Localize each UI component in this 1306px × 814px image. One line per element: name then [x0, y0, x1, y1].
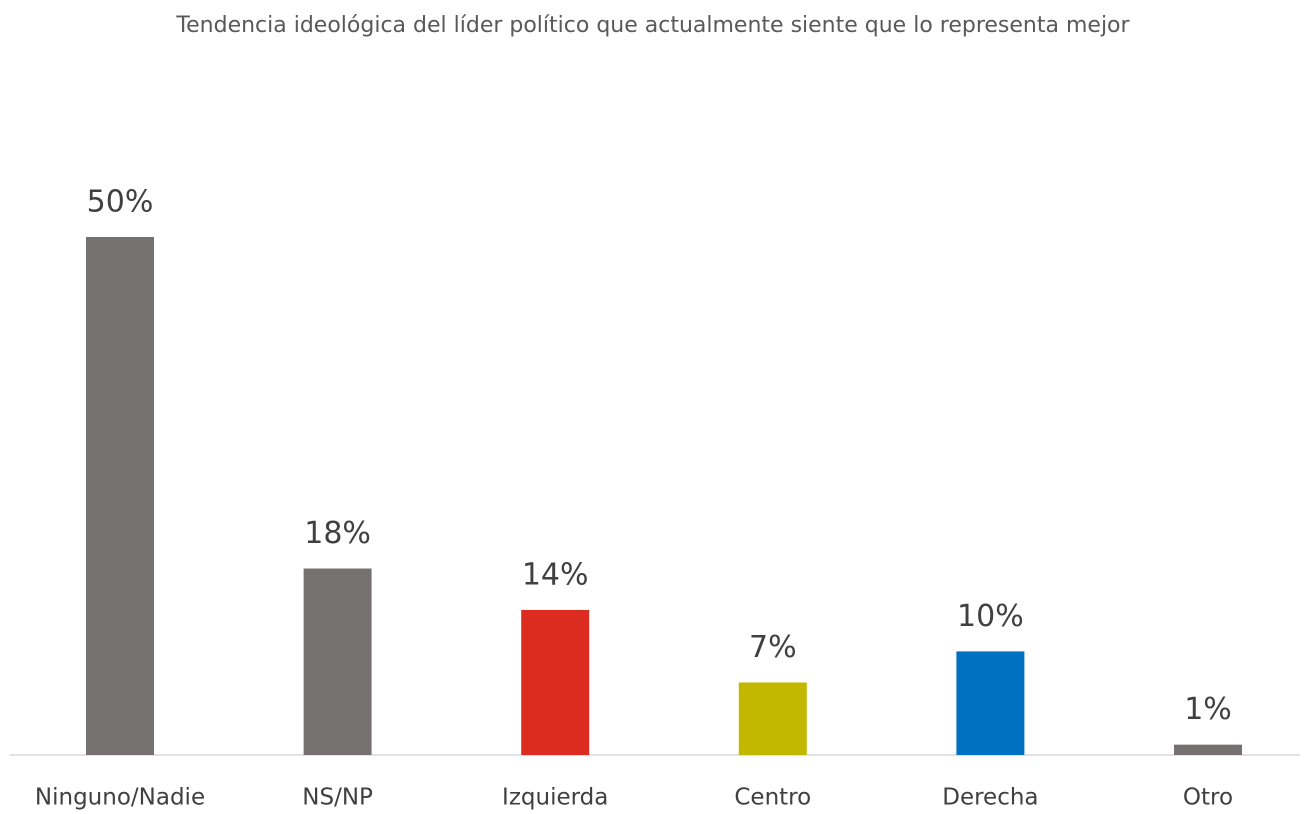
- x-tick-label: Otro: [1183, 785, 1233, 811]
- x-tick-label: Derecha: [942, 785, 1038, 811]
- bar: [303, 568, 372, 755]
- data-label: 50%: [87, 185, 154, 220]
- data-label: 18%: [304, 516, 371, 551]
- x-tick-label: Izquierda: [502, 785, 608, 811]
- bar: [956, 651, 1025, 755]
- bar: [1174, 744, 1242, 755]
- data-label: 1%: [1184, 692, 1232, 727]
- x-tick-label: Centro: [734, 785, 811, 811]
- x-tick-label: NS/NP: [302, 785, 373, 811]
- data-label: 14%: [522, 557, 589, 592]
- bar: [521, 609, 590, 755]
- x-tick-label: Ninguno/Nadie: [35, 785, 205, 811]
- data-label: 7%: [749, 630, 797, 665]
- bar: [86, 237, 154, 755]
- chart-title: Tendencia ideológica del líder político …: [176, 13, 1130, 38]
- data-label: 10%: [957, 599, 1024, 634]
- bar: [738, 682, 807, 755]
